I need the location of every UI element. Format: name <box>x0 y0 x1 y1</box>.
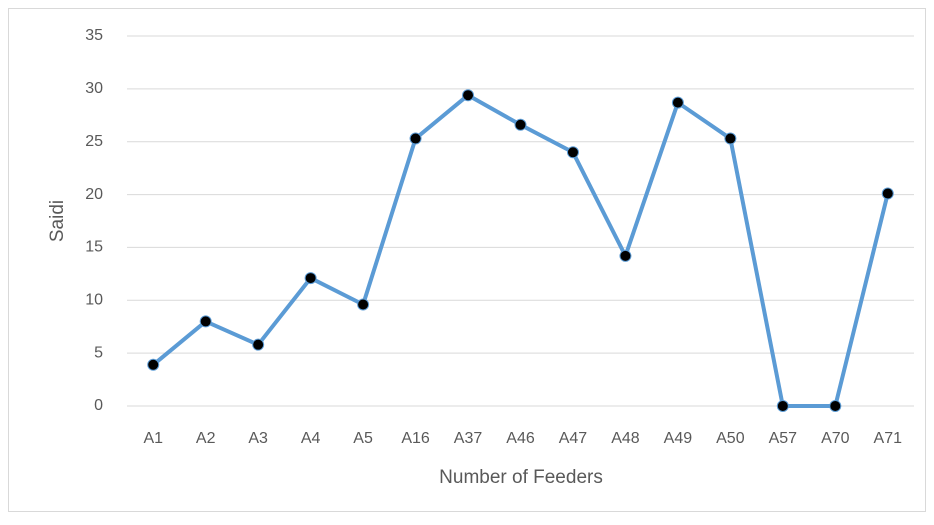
x-tick-label: A3 <box>248 430 268 447</box>
x-tick-label: A2 <box>196 430 216 447</box>
x-tick-label: A37 <box>454 430 483 447</box>
y-tick-label: 10 <box>85 292 103 309</box>
data-point <box>304 272 317 285</box>
y-tick-label: 30 <box>85 80 103 97</box>
data-point <box>881 187 894 200</box>
x-tick-label: A4 <box>301 430 321 447</box>
y-tick-label: 0 <box>94 397 103 414</box>
data-point <box>619 249 632 262</box>
x-tick-label: A57 <box>769 430 798 447</box>
y-tick-label: 20 <box>85 186 103 203</box>
data-point <box>252 338 265 351</box>
data-point <box>829 400 842 412</box>
y-tick-label: 5 <box>94 344 103 361</box>
x-tick-label: A5 <box>353 430 373 447</box>
x-tick-label: A16 <box>401 430 430 447</box>
data-point <box>147 358 160 371</box>
data-point <box>462 89 475 102</box>
x-axis-label: Number of Feeders <box>439 467 603 488</box>
data-point <box>566 146 579 159</box>
x-tick-label: A71 <box>874 430 903 447</box>
x-tick-label: A49 <box>664 430 693 447</box>
data-point <box>724 132 737 145</box>
data-point <box>409 132 422 145</box>
y-tick-label: 35 <box>85 27 103 44</box>
data-point <box>357 298 370 311</box>
data-point <box>776 400 789 412</box>
x-tick-label: A47 <box>559 430 588 447</box>
x-tick-label: A50 <box>716 430 745 447</box>
y-axis-label: Saidi <box>47 200 68 242</box>
x-tick-label: A1 <box>143 430 163 447</box>
x-tick-label: A48 <box>611 430 640 447</box>
data-point <box>671 96 684 109</box>
y-tick-label: 25 <box>85 133 103 150</box>
x-tick-label: A70 <box>821 430 850 447</box>
y-tick-label: 15 <box>85 239 103 256</box>
data-point <box>514 118 527 131</box>
data-point <box>199 315 212 328</box>
x-tick-label: A46 <box>506 430 535 447</box>
